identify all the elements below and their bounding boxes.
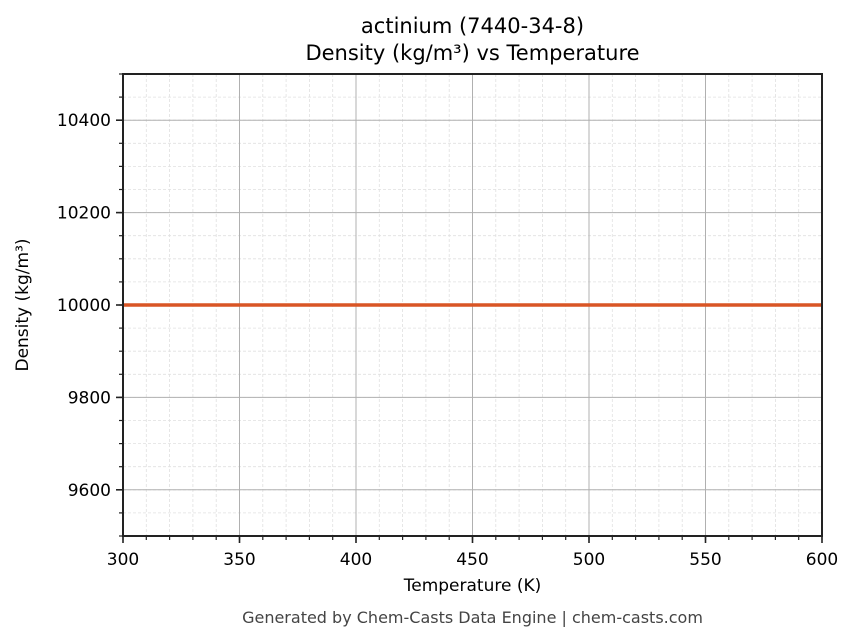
x-axis-label: Temperature (K) [403,576,542,596]
axis-ticks [116,73,823,543]
x-tick-label: 300 [107,550,139,570]
x-tick-label: 600 [806,550,838,570]
x-tick-label: 450 [456,550,488,570]
y-tick-label: 10400 [57,111,111,131]
x-tick-label: 400 [340,550,372,570]
x-tick-label: 500 [573,550,605,570]
x-tick-label: 350 [223,550,255,570]
y-tick-label: 9800 [68,388,111,408]
x-tick-labels: 300 350 400 450 500 550 600 [107,550,838,570]
footer-credit: Generated by Chem-Casts Data Engine | ch… [242,608,703,627]
x-tick-label: 550 [689,550,721,570]
y-tick-label: 9600 [68,481,111,501]
y-tick-label: 10000 [57,296,111,316]
y-axis-label: Density (kg/m³) [13,238,33,372]
chart-title-line1: actinium (7440-34-8) [360,14,585,38]
chart-title-line2: Density (kg/m³) vs Temperature [305,41,640,65]
y-tick-labels: 9600 9800 10000 10200 10400 [57,111,111,501]
y-tick-label: 10200 [57,204,111,224]
